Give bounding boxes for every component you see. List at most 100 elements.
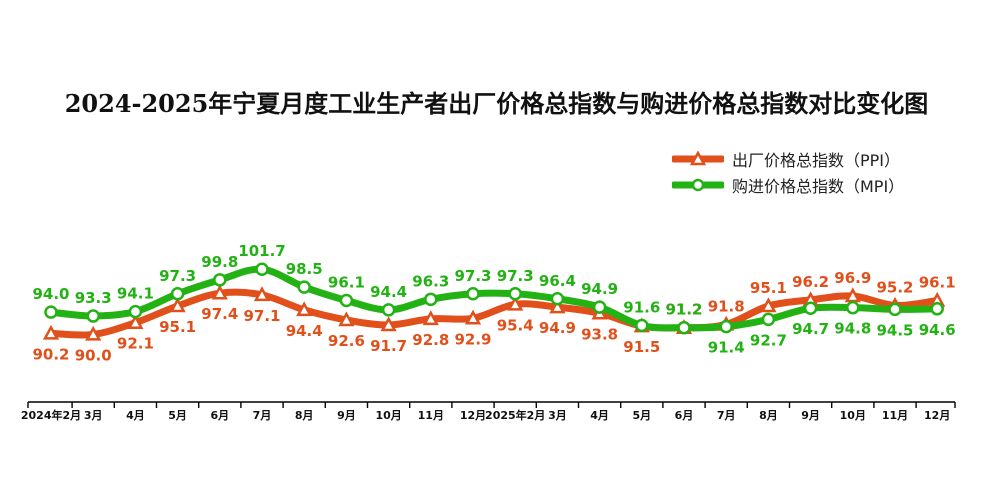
data-point-mpi xyxy=(466,287,480,301)
data-label-ppi: 96.2 xyxy=(792,273,829,291)
data-point-ppi xyxy=(127,314,144,329)
data-point-mpi xyxy=(761,312,776,327)
legend-item-ppi: 出厂价格总指数（PPI） xyxy=(672,146,904,172)
series-line-mpi xyxy=(47,265,941,332)
data-label-ppi: 95.1 xyxy=(159,318,196,336)
x-tick-label: 4月 xyxy=(590,409,609,422)
data-label-ppi: 91.7 xyxy=(370,337,407,355)
data-point-mpi xyxy=(128,304,143,319)
data-label-ppi: 90.0 xyxy=(75,346,112,364)
data-label-mpi: 97.3 xyxy=(497,267,534,285)
x-tick-label: 3月 xyxy=(548,409,567,422)
data-point-mpi xyxy=(44,305,58,319)
data-label-mpi: 93.3 xyxy=(75,289,112,307)
data-label-mpi: 97.3 xyxy=(454,267,491,285)
data-label-mpi: 91.6 xyxy=(623,299,660,317)
legend-swatch-ppi xyxy=(672,151,724,166)
data-label-ppi: 97.4 xyxy=(201,305,238,323)
data-point-ppi xyxy=(169,297,186,313)
legend-label-ppi: 出厂价格总指数（PPI） xyxy=(732,151,901,170)
x-tick-label: 5月 xyxy=(168,409,187,422)
data-label-ppi: 90.2 xyxy=(32,345,69,363)
data-label-mpi: 96.4 xyxy=(539,272,576,290)
data-point-ppi xyxy=(211,284,228,300)
data-point-ppi xyxy=(549,298,566,314)
data-label-mpi: 94.6 xyxy=(919,321,956,339)
x-tick-label: 2024年2月 xyxy=(21,408,81,422)
x-tick-label: 12月 xyxy=(924,409,950,422)
x-tick-label: 9月 xyxy=(337,409,356,422)
data-point-mpi xyxy=(381,303,396,317)
data-label-mpi: 96.1 xyxy=(328,273,365,291)
x-tick-label: 8月 xyxy=(295,409,314,422)
data-point-mpi xyxy=(424,292,438,307)
data-point-ppi xyxy=(844,287,861,303)
x-tick-label: 3月 xyxy=(84,409,103,422)
x-tick-label: 4月 xyxy=(126,409,145,422)
data-label-ppi: 94.4 xyxy=(286,322,323,340)
data-point-ppi xyxy=(42,324,60,340)
data-point-mpi xyxy=(930,302,944,316)
data-point-mpi xyxy=(592,300,607,314)
data-point-mpi xyxy=(550,292,565,306)
data-label-ppi: 97.1 xyxy=(243,307,280,325)
data-label-mpi: 91.2 xyxy=(665,301,702,319)
data-point-mpi xyxy=(86,309,100,323)
data-point-ppi xyxy=(507,295,524,311)
x-tick-label: 7月 xyxy=(717,409,736,422)
data-point-mpi xyxy=(888,302,902,317)
data-label-mpi: 92.7 xyxy=(750,331,787,349)
series-line-ppi xyxy=(47,288,941,339)
data-label-ppi: 92.6 xyxy=(328,332,365,350)
data-label-ppi: 96.9 xyxy=(834,269,871,287)
chart-title: 2024-2025年宁夏月度工业生产者出厂价格总指数与购进价格总指数对比变化图 xyxy=(64,89,929,118)
data-label-mpi: 94.9 xyxy=(581,280,618,298)
data-point-mpi xyxy=(803,301,818,315)
x-tick-label: 11月 xyxy=(418,409,444,422)
data-point-ppi xyxy=(380,316,397,332)
data-label-mpi: 101.7 xyxy=(238,242,285,260)
data-point-mpi xyxy=(339,293,354,308)
x-tick-label: 10月 xyxy=(840,409,866,422)
data-label-ppi: 95.4 xyxy=(497,316,534,334)
legend-item-mpi: 购进价格总指数（MPI） xyxy=(672,172,904,198)
data-point-mpi xyxy=(297,280,311,294)
data-label-mpi: 94.4 xyxy=(370,283,407,301)
data-label-mpi: 98.5 xyxy=(286,260,323,278)
data-point-mpi xyxy=(846,300,860,315)
x-tick-label: 11月 xyxy=(882,409,908,422)
data-point-mpi xyxy=(719,319,733,334)
data-label-ppi: 95.2 xyxy=(876,278,913,296)
x-tick-label: 7月 xyxy=(253,409,272,422)
x-tick-label: 9月 xyxy=(801,409,820,422)
x-tick-label: 10月 xyxy=(375,409,401,422)
x-tick-label: 8月 xyxy=(759,409,778,422)
data-point-mpi xyxy=(255,262,269,276)
chart-legend: 出厂价格总指数（PPI） 购进价格总指数（MPI） xyxy=(672,146,904,198)
data-label-mpi: 94.8 xyxy=(834,320,871,338)
data-point-mpi xyxy=(508,287,522,301)
data-point-mpi xyxy=(170,287,185,301)
legend-label-mpi: 购进价格总指数（MPI） xyxy=(732,177,905,196)
data-label-ppi: 92.8 xyxy=(412,331,449,349)
data-label-mpi: 94.5 xyxy=(876,321,913,339)
data-point-mpi xyxy=(213,273,227,287)
data-label-mpi: 97.3 xyxy=(159,267,196,285)
data-label-ppi: 92.1 xyxy=(117,335,154,353)
x-tick-label: 6月 xyxy=(210,409,229,422)
data-label-ppi: 91.2 xyxy=(665,301,702,319)
data-point-mpi xyxy=(677,320,691,335)
data-label-ppi: 92.9 xyxy=(454,330,491,348)
data-point-ppi xyxy=(760,297,777,313)
data-point-ppi xyxy=(464,309,482,325)
data-label-mpi: 96.3 xyxy=(412,272,449,290)
data-label-ppi: 91.8 xyxy=(708,297,745,315)
x-tick-label: 5月 xyxy=(632,409,651,422)
data-point-mpi xyxy=(635,318,649,333)
x-tick-label: 6月 xyxy=(675,409,694,422)
data-label-ppi: 96.1 xyxy=(919,273,956,291)
x-tick-label: 2025年2月 xyxy=(485,408,545,422)
data-label-mpi: 99.8 xyxy=(201,253,238,271)
data-point-ppi xyxy=(85,325,102,341)
